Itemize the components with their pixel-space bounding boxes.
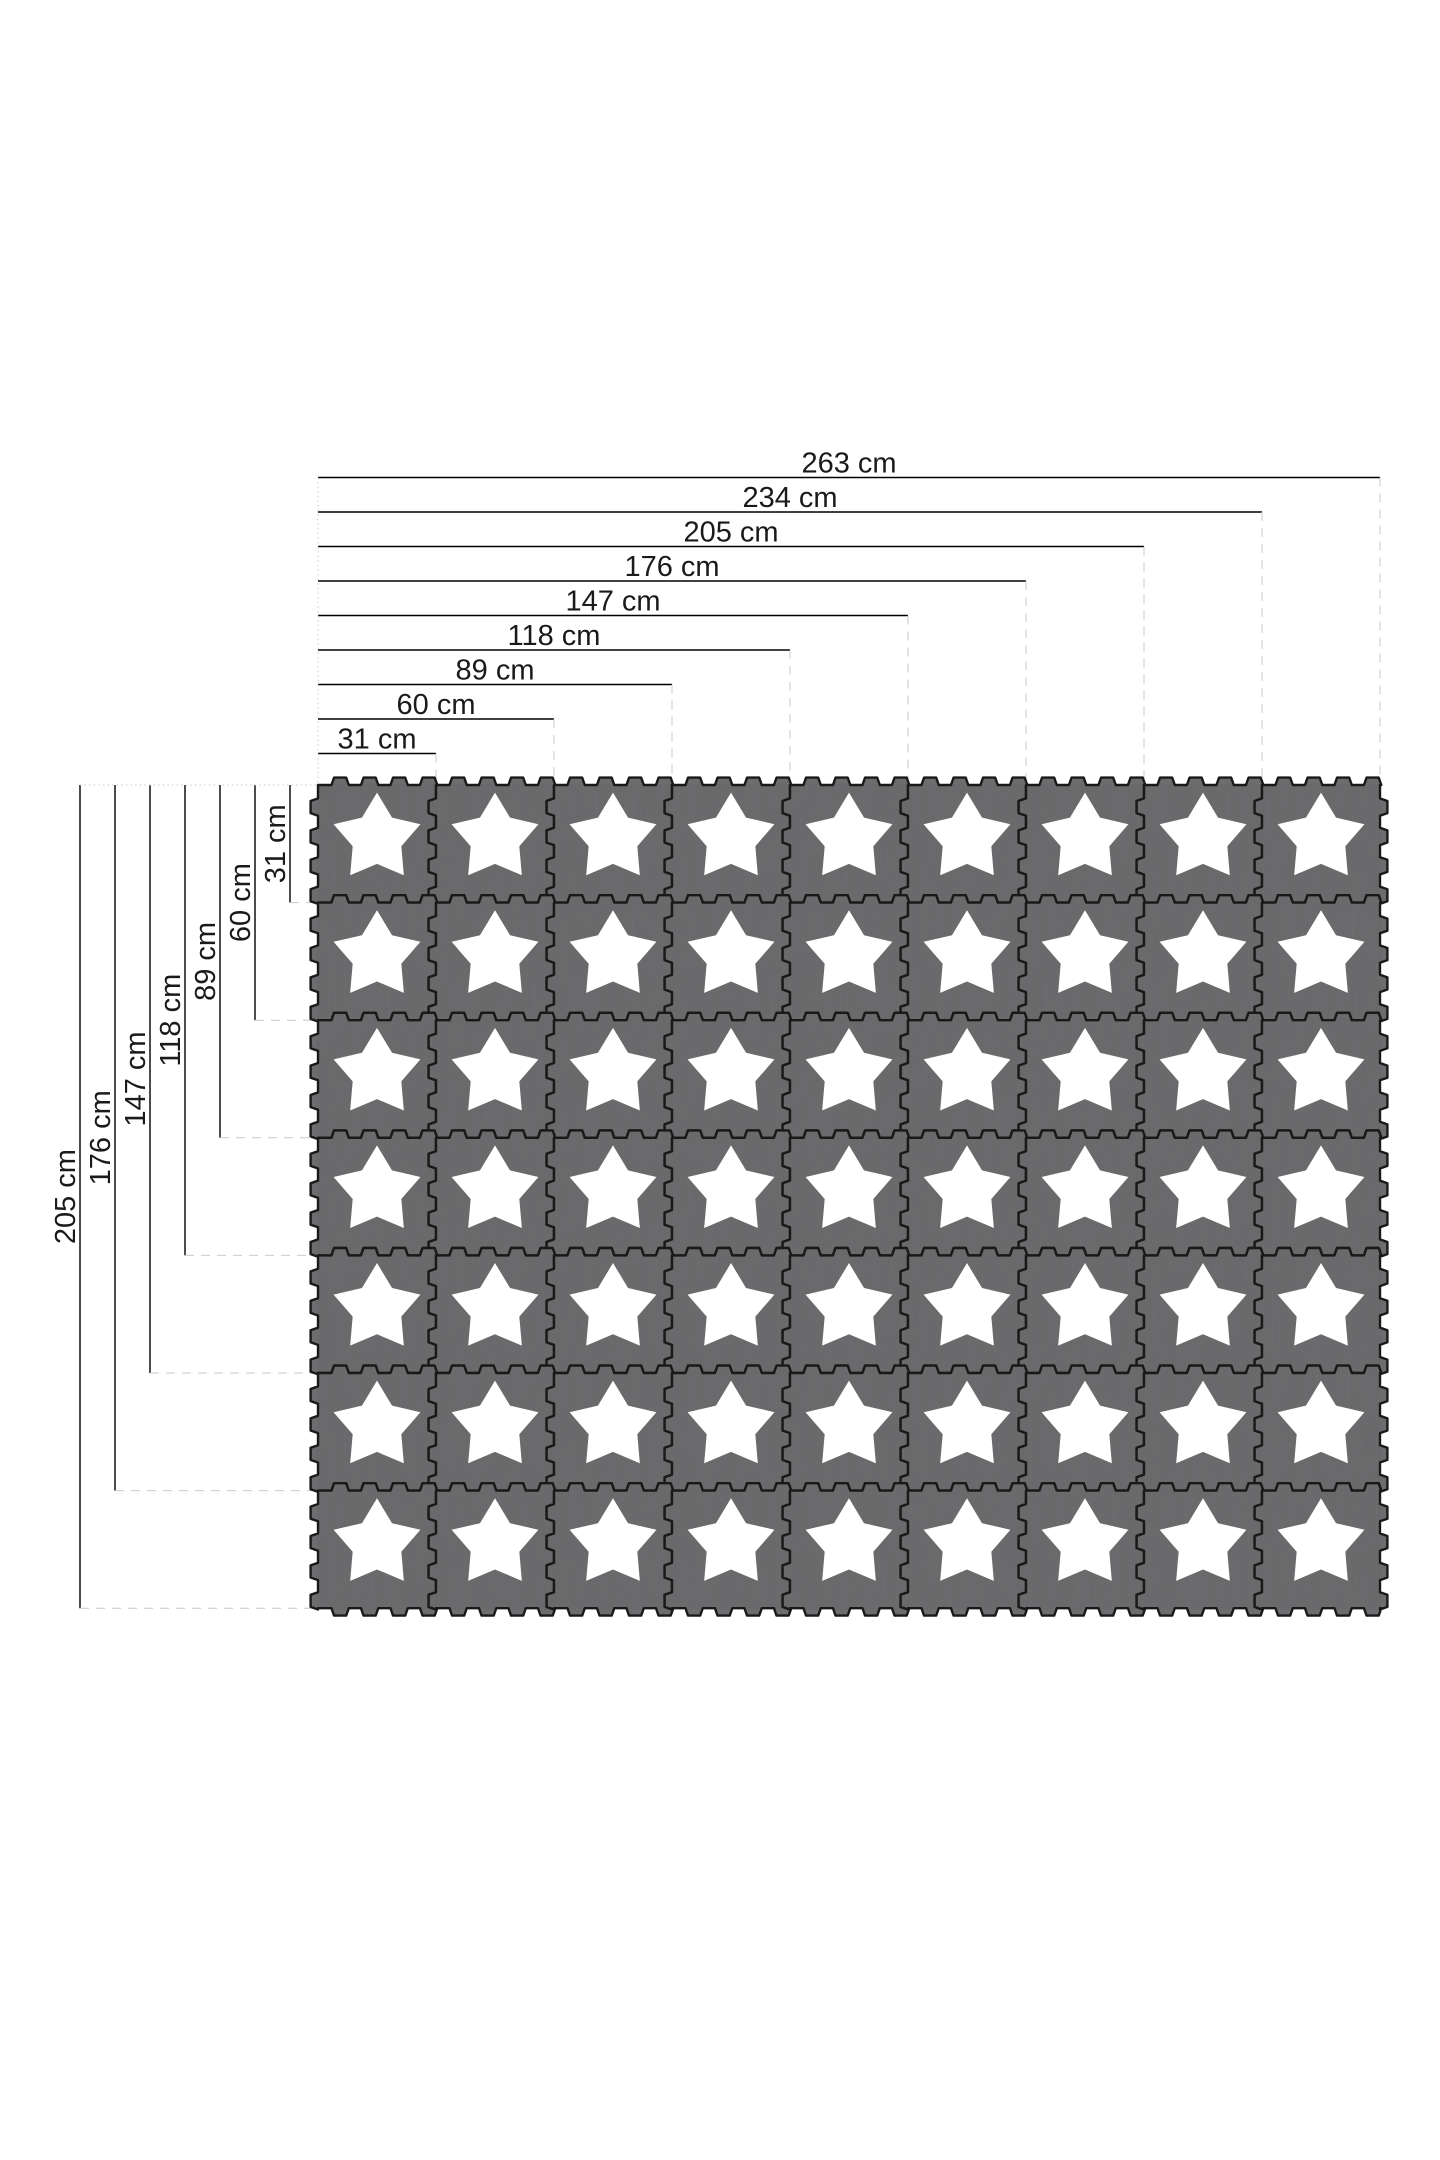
svg-text:147 cm: 147 cm — [120, 1031, 152, 1126]
svg-text:263 cm: 263 cm — [801, 448, 896, 480]
svg-text:176 cm: 176 cm — [85, 1090, 117, 1185]
svg-text:89 cm: 89 cm — [190, 922, 222, 1001]
svg-text:205 cm: 205 cm — [683, 517, 778, 549]
svg-text:205 cm: 205 cm — [50, 1149, 82, 1244]
svg-text:31 cm: 31 cm — [338, 724, 417, 756]
svg-text:31 cm: 31 cm — [260, 804, 292, 883]
svg-text:234 cm: 234 cm — [742, 482, 837, 514]
svg-text:60 cm: 60 cm — [397, 689, 476, 721]
svg-text:89 cm: 89 cm — [456, 655, 535, 687]
svg-text:118 cm: 118 cm — [508, 620, 601, 652]
svg-text:118 cm: 118 cm — [155, 974, 187, 1067]
svg-text:176 cm: 176 cm — [624, 551, 719, 583]
svg-text:147 cm: 147 cm — [565, 586, 660, 618]
svg-text:60 cm: 60 cm — [225, 863, 257, 942]
